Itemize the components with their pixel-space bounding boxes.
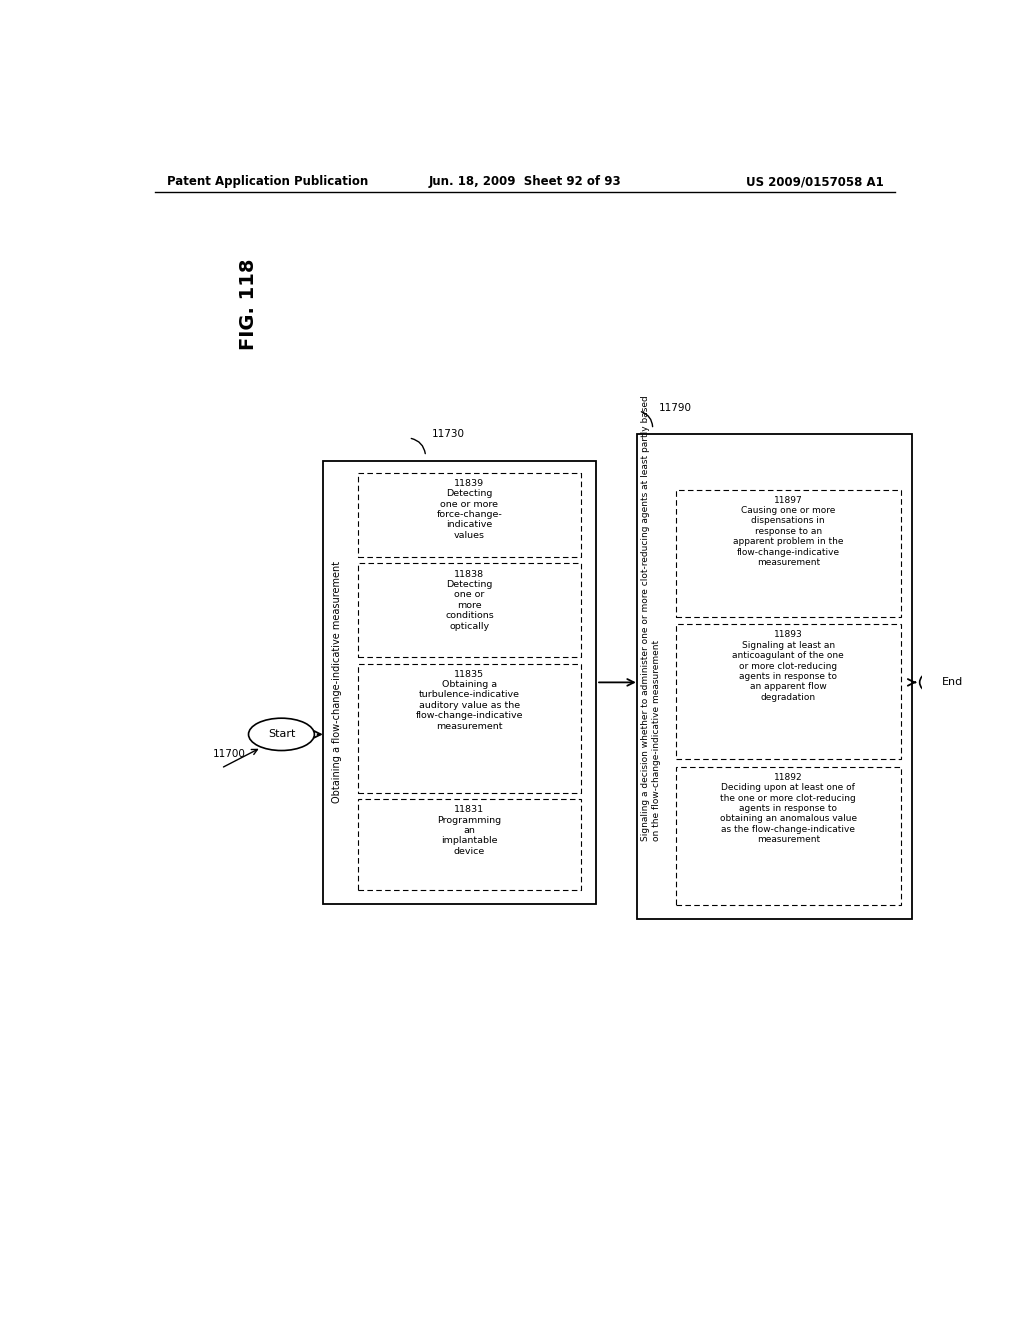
FancyBboxPatch shape — [358, 473, 581, 557]
FancyBboxPatch shape — [676, 624, 901, 759]
Text: 11831
Programming
an
implantable
device: 11831 Programming an implantable device — [437, 805, 502, 855]
Text: 11700: 11700 — [213, 748, 246, 759]
Text: Obtaining a flow-change-indicative measurement: Obtaining a flow-change-indicative measu… — [332, 561, 342, 804]
Text: 11790: 11790 — [658, 403, 692, 413]
Text: US 2009/0157058 A1: US 2009/0157058 A1 — [745, 176, 884, 189]
FancyBboxPatch shape — [676, 767, 901, 906]
FancyBboxPatch shape — [676, 490, 901, 616]
Text: FIG. 118: FIG. 118 — [239, 259, 258, 350]
Text: 11730: 11730 — [432, 429, 465, 440]
Text: 11835
Obtaining a
turbulence-indicative
auditory value as the
flow-change-indica: 11835 Obtaining a turbulence-indicative … — [416, 669, 523, 731]
Text: 11892
Deciding upon at least one of
the one or more clot-reducing
agents in resp: 11892 Deciding upon at least one of the … — [720, 774, 857, 845]
Ellipse shape — [920, 667, 985, 698]
Ellipse shape — [249, 718, 314, 751]
Text: 11897
Causing one or more
dispensations in
response to an
apparent problem in th: 11897 Causing one or more dispensations … — [733, 496, 844, 568]
FancyBboxPatch shape — [358, 664, 581, 793]
Text: End: End — [942, 677, 964, 688]
Text: Signaling a decision whether to administer one or more clot-reducing agents at l: Signaling a decision whether to administ… — [641, 396, 660, 841]
FancyBboxPatch shape — [637, 434, 912, 919]
Text: 11839
Detecting
one or more
force-change-
indicative
values: 11839 Detecting one or more force-change… — [436, 479, 502, 540]
Text: Patent Application Publication: Patent Application Publication — [167, 176, 368, 189]
Text: Jun. 18, 2009  Sheet 92 of 93: Jun. 18, 2009 Sheet 92 of 93 — [428, 176, 622, 189]
Text: Start: Start — [267, 730, 295, 739]
FancyBboxPatch shape — [358, 799, 581, 890]
FancyBboxPatch shape — [324, 461, 596, 904]
Text: 11893
Signaling at least an
anticoagulant of the one
or more clot-reducing
agent: 11893 Signaling at least an anticoagulan… — [732, 631, 844, 702]
FancyBboxPatch shape — [358, 564, 581, 657]
Text: 11838
Detecting
one or
more
conditions
optically: 11838 Detecting one or more conditions o… — [445, 570, 494, 631]
